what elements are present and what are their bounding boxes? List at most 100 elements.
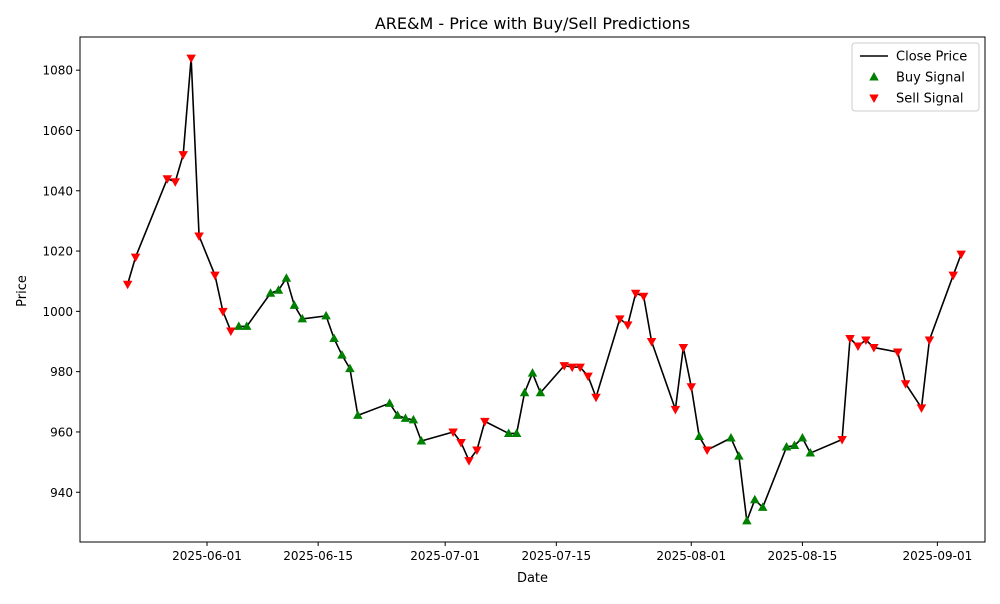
sell-signal-marker bbox=[900, 380, 911, 389]
buy-signal-marker bbox=[234, 321, 244, 330]
sell-signal-marker bbox=[630, 289, 641, 299]
sell-signal-marker bbox=[575, 363, 585, 373]
buy-signal-marker bbox=[353, 410, 363, 419]
x-tick-label: 2025-09-01 bbox=[902, 549, 972, 563]
sell-signal-marker bbox=[559, 362, 570, 371]
legend-box bbox=[851, 42, 980, 112]
buy-signal-marker bbox=[297, 313, 308, 323]
sell-signal-marker bbox=[686, 383, 697, 392]
sell-signal-marker bbox=[924, 336, 935, 345]
sell-signal-marker bbox=[869, 344, 879, 353]
x-tick-label: 2025-08-01 bbox=[656, 549, 726, 563]
close-price-line bbox=[126, 57, 962, 522]
buy-signal-marker bbox=[337, 350, 347, 359]
legend-label: Buy Signal bbox=[896, 71, 965, 86]
legend-swatch-buy bbox=[869, 72, 879, 81]
buy-signal-marker bbox=[789, 440, 800, 450]
buy-signal-marker bbox=[321, 310, 331, 320]
buy-signal-marker bbox=[503, 428, 514, 437]
sell-signal-marker bbox=[130, 253, 141, 263]
buy-signal-marker bbox=[734, 451, 744, 460]
buy-signal-marker bbox=[392, 410, 403, 419]
chart-title: ARE&M - Price with Buy/Sell Predictions bbox=[375, 14, 690, 33]
sell-signal-marker bbox=[638, 292, 649, 302]
y-tick-label: 1020 bbox=[42, 245, 73, 259]
buy-signal-marker bbox=[797, 432, 808, 442]
buy-signal-marker bbox=[535, 387, 546, 397]
sell-signal-marker bbox=[948, 271, 958, 281]
buy-signal-marker bbox=[694, 431, 704, 440]
buy-signal-marker bbox=[408, 414, 419, 424]
sell-signal-marker bbox=[456, 439, 466, 448]
buy-signal-marker bbox=[329, 333, 339, 342]
sell-signal-marker bbox=[678, 344, 689, 353]
buy-signal-marker bbox=[519, 387, 530, 397]
buy-signal-marker bbox=[281, 273, 292, 282]
y-tick-label: 1000 bbox=[42, 305, 73, 319]
sell-signal-marker bbox=[623, 321, 633, 330]
sell-signal-marker bbox=[956, 250, 966, 260]
sell-signal-marker bbox=[210, 271, 220, 281]
buy-signal-marker bbox=[416, 436, 427, 445]
y-tick-label: 960 bbox=[50, 425, 73, 439]
buy-signal-marker bbox=[757, 502, 768, 511]
x-tick-label: 2025-07-15 bbox=[521, 549, 591, 563]
buy-signal-marker bbox=[742, 515, 752, 525]
y-axis-label: Price bbox=[15, 275, 30, 307]
buy-signal-marker bbox=[400, 413, 411, 422]
sell-signal-marker bbox=[448, 428, 458, 437]
buy-signal-marker bbox=[265, 288, 276, 297]
sell-signal-marker bbox=[615, 315, 625, 324]
sell-signal-marker bbox=[861, 336, 871, 345]
y-tick-label: 1080 bbox=[42, 64, 73, 78]
x-tick-label: 2025-06-15 bbox=[283, 549, 353, 563]
sell-signal-marker bbox=[472, 446, 482, 456]
buy-signal-marker bbox=[384, 398, 395, 407]
sell-signal-marker bbox=[218, 307, 228, 317]
sell-signal-marker bbox=[837, 435, 847, 445]
sell-signal-marker bbox=[646, 338, 657, 347]
legend-label: Close Price bbox=[896, 50, 967, 65]
legend-label: Sell Signal bbox=[896, 92, 964, 107]
buy-signal-marker bbox=[511, 428, 522, 437]
sell-signal-marker bbox=[178, 151, 188, 160]
plot-area: 2025-06-01 2025-06-15 2025-07-01 2025-07-15… bbox=[42, 36, 986, 563]
sell-signal-marker bbox=[591, 393, 601, 403]
y-tick-label: 940 bbox=[50, 486, 73, 500]
buy-signal-marker bbox=[527, 368, 538, 377]
x-tick-label: 2025-06-01 bbox=[172, 549, 242, 563]
sell-signal-marker bbox=[853, 342, 863, 352]
buy-signal-marker bbox=[805, 448, 816, 457]
sell-signal-marker bbox=[583, 372, 593, 382]
buy-signal-marker bbox=[241, 321, 252, 330]
buy-signal-marker bbox=[289, 300, 300, 309]
sell-signal-marker bbox=[122, 280, 133, 290]
sell-signal-marker bbox=[162, 175, 173, 184]
sell-signal-marker bbox=[892, 348, 903, 358]
y-tick-label: 980 bbox=[50, 365, 73, 379]
sell-signal-marker bbox=[567, 363, 577, 373]
y-tick-label: 1040 bbox=[42, 184, 73, 198]
sell-signal-marker bbox=[916, 404, 927, 413]
sell-signal-marker bbox=[186, 54, 196, 64]
x-tick-label: 2025-08-15 bbox=[768, 549, 838, 563]
legend-swatch-sell bbox=[869, 94, 879, 103]
sell-signal-marker bbox=[845, 334, 855, 344]
buy-signal-marker bbox=[345, 363, 355, 373]
buy-signal-marker bbox=[750, 494, 760, 504]
axes-frame bbox=[79, 36, 986, 543]
x-axis-label: Date bbox=[517, 571, 548, 586]
buy-signal-marker bbox=[781, 442, 792, 451]
y-tick-label: 1060 bbox=[42, 124, 73, 138]
sell-signal-marker bbox=[226, 327, 236, 336]
sell-signal-marker bbox=[194, 232, 204, 241]
sell-signal-marker bbox=[170, 178, 181, 187]
sell-signal-marker bbox=[480, 417, 490, 427]
buy-signal-marker bbox=[726, 432, 736, 442]
sell-signal-marker bbox=[670, 405, 681, 415]
buy-signal-marker bbox=[273, 285, 284, 294]
legend: Close Price Buy Signal Sell Signal bbox=[851, 42, 980, 112]
sell-signal-marker bbox=[464, 457, 474, 466]
